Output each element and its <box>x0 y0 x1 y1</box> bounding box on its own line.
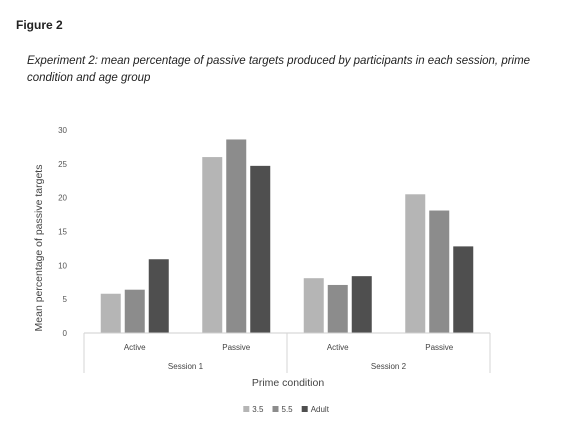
y-tick-label: 15 <box>58 228 67 237</box>
figure-label: Figure 2 <box>16 18 63 32</box>
category-label: Active <box>124 343 146 352</box>
bar-5-5 <box>124 289 145 333</box>
chart-bars <box>100 139 474 333</box>
legend-label: Adult <box>311 405 330 414</box>
legend-swatch <box>301 406 308 412</box>
legend-swatch <box>243 406 250 412</box>
category-label: Active <box>327 343 349 352</box>
legend-label: 5.5 <box>282 405 294 414</box>
bar-5-5 <box>226 139 247 333</box>
legend-label: 3.5 <box>252 405 264 414</box>
bar-3-5 <box>202 157 223 333</box>
bar-adult <box>453 246 474 333</box>
chart-legend: 3.5 5.5 Adult <box>243 405 330 414</box>
bar-3-5 <box>100 293 121 333</box>
y-tick-label: 30 <box>58 126 67 135</box>
y-tick-label: 5 <box>63 295 68 304</box>
bar-5-5 <box>429 210 450 333</box>
x-axis-labels: Active Passive Active Passive Session 1 Sessi… <box>124 343 454 371</box>
y-tick-label: 25 <box>58 160 67 169</box>
axis-lines <box>83 332 491 373</box>
group-label: Session 1 <box>168 362 204 371</box>
category-label: Passive <box>425 343 454 352</box>
bar-adult <box>351 276 372 333</box>
y-tick-label: 20 <box>58 194 67 203</box>
y-axis-ticks: 0 5 10 15 20 25 30 <box>58 126 67 338</box>
bar-3-5 <box>405 194 426 333</box>
group-label: Session 2 <box>371 362 407 371</box>
legend-swatch <box>272 406 279 412</box>
bar-adult <box>250 165 271 333</box>
x-axis-title: Prime condition <box>252 377 325 389</box>
bar-adult <box>148 259 169 333</box>
y-axis-title: Mean percentage of passive targets <box>33 165 45 332</box>
y-tick-label: 0 <box>63 329 68 338</box>
bar-3-5 <box>303 278 324 333</box>
y-tick-label: 10 <box>58 261 67 270</box>
category-label: Passive <box>222 343 251 352</box>
bar-5-5 <box>327 284 348 333</box>
figure-caption: Experiment 2: mean percentage of passive… <box>27 55 531 84</box>
